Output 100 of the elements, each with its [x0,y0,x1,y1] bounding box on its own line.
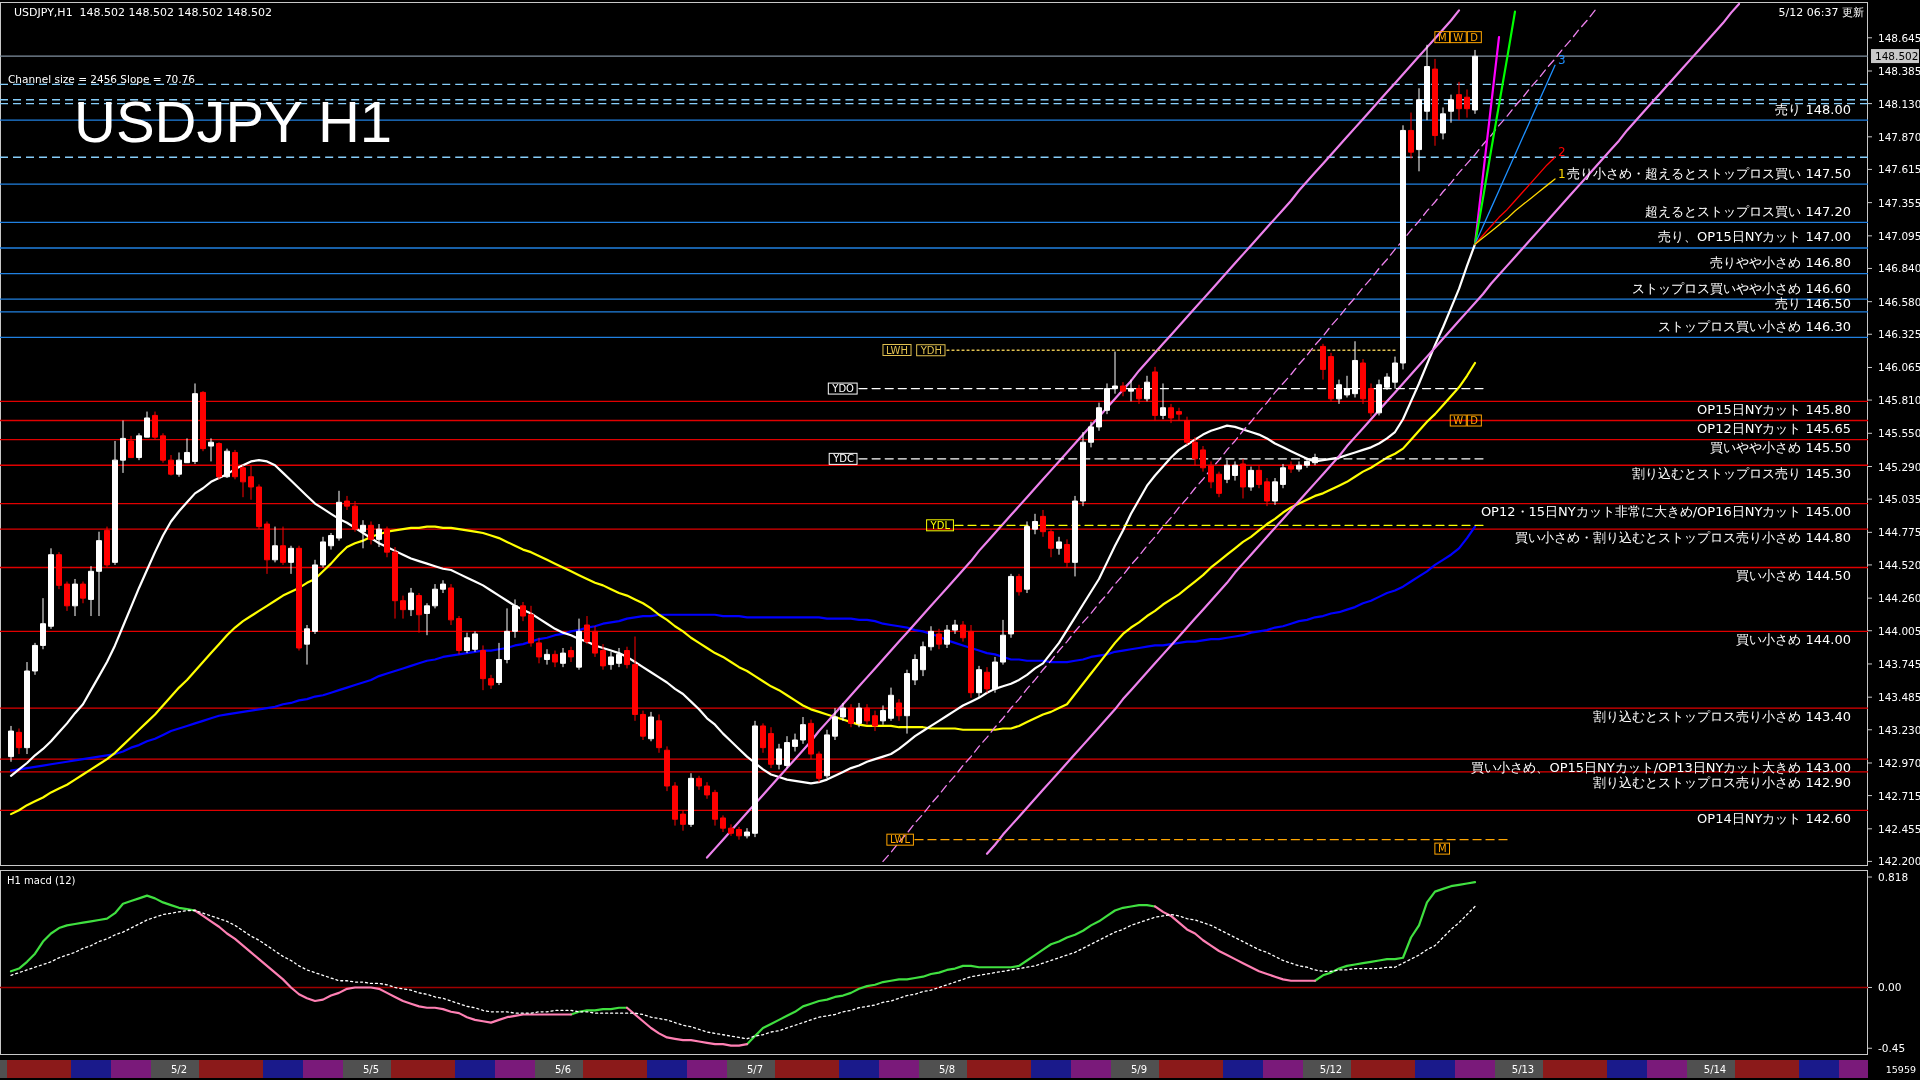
ref-line-label: 超えるとストップロス買い 147.20 [1645,203,1851,219]
annotation: M [1437,843,1447,855]
candlestick [224,448,230,479]
candlestick [720,814,726,833]
series-label: YDL [929,519,951,531]
text: 15959 [1885,1063,1916,1075]
y-tick-label: 146.065 [1878,361,1920,374]
candlestick [528,605,534,648]
candlestick [208,437,214,462]
y-tick-label: 145.035 [1878,493,1920,506]
candlestick [1024,520,1030,594]
candlestick [40,597,46,650]
y-tick-label: 147.355 [1878,196,1920,209]
candlestick [552,650,558,668]
y-tick-label: 144.520 [1878,558,1920,571]
ref-line-label: OP12・15日NYカット非常に大きめ/OP16日NYカット 145.00 [1480,504,1851,520]
candlestick [744,827,750,839]
candlestick [1328,352,1334,402]
candlestick [1464,89,1470,119]
candlestick [160,432,166,464]
annotation: Channel size = 2456 Slope = 70.76 [8,73,196,85]
candlestick [1176,407,1182,422]
line-series [1473,10,1517,246]
candlestick [872,710,878,732]
candlestick [1192,436,1198,466]
candlestick [616,647,622,668]
ref-line-label: 買い小さめ、OP15日NYカット/OP13日NYカット大きめ 143.00 [1471,759,1851,775]
candlestick [256,483,262,530]
candlestick [1408,112,1414,160]
candlestick [960,620,966,643]
x-tick-label: 5/12 [1319,1063,1343,1075]
candlestick [312,559,318,635]
candlestick [1424,44,1430,121]
candlestick [104,526,110,568]
annotation: USDJPY,H1 148.502 148.502 148.502 148.502 [14,5,273,19]
ref-line-label: 割り込むとストップロス売り小さめ 142.90 [1593,774,1851,790]
candlestick [136,432,142,461]
candlestick [1472,49,1478,115]
candlestick [592,625,598,658]
candlestick [1264,477,1270,507]
ref-line-label: 売り 148.00 [1775,101,1851,117]
candlestick [656,713,662,754]
x-tick-label: 5/5 [362,1063,380,1075]
line-series [705,9,1461,859]
candlestick [32,642,38,676]
y-tick-label: 145.290 [1878,460,1920,473]
candlestick [992,656,998,694]
candlestick [1168,403,1174,424]
candlestick [936,628,942,650]
candlestick [112,440,118,566]
x-tick-label: 5/6 [554,1063,572,1075]
x-tick-label: 5/14 [1703,1063,1727,1075]
candlestick [1136,384,1142,405]
candlestick [944,624,950,649]
candlestick [424,602,430,636]
candlestick [408,587,414,617]
candlestick [848,703,854,728]
candlestick [976,665,982,699]
ref-line-label: OP14日NYカット 142.60 [1697,810,1851,826]
candlestick [400,595,406,620]
candlestick [24,661,30,755]
y-tick-label: 147.095 [1878,229,1920,242]
candlestick [392,546,398,620]
line-series [10,905,1476,1040]
candlestick [120,420,126,474]
candlestick [712,789,718,827]
candlestick [384,526,390,558]
candlestick [1400,124,1406,370]
candlestick [480,644,486,691]
candlestick [1008,573,1014,639]
annotation: D [1470,31,1479,43]
candlestick [880,704,886,726]
candlestick [144,411,150,438]
candlestick [1216,471,1222,498]
candlestick [536,637,542,664]
candlestick [272,526,278,563]
candlestick [576,618,582,671]
series-label: YDO [831,383,855,395]
ref-line-label: 買い小さめ 144.00 [1736,631,1851,647]
candlestick [240,464,246,498]
y-tick-label: 145.550 [1878,427,1920,440]
candlestick [1184,416,1190,446]
candlestick [336,490,342,542]
candlestick [1432,58,1438,147]
candlestick [248,464,254,501]
y-tick-label: 148.130 [1878,97,1920,110]
candlestick [1320,343,1326,381]
candlestick [560,647,566,668]
candlestick [376,523,382,548]
candlestick [1288,460,1294,474]
candlestick [280,526,286,566]
y-tick-label: 147.870 [1878,130,1920,143]
candlestick [1040,509,1046,538]
candlestick [760,722,766,754]
ref-line-label: 割り込むとストップロス売り 145.30 [1632,465,1851,481]
ref-line-label: 売り、OP15日NYカット 147.00 [1658,229,1851,245]
y-tick-label: 146.325 [1878,328,1920,341]
candlestick [1048,528,1054,558]
candlestick [216,441,222,480]
candlestick [912,653,918,686]
